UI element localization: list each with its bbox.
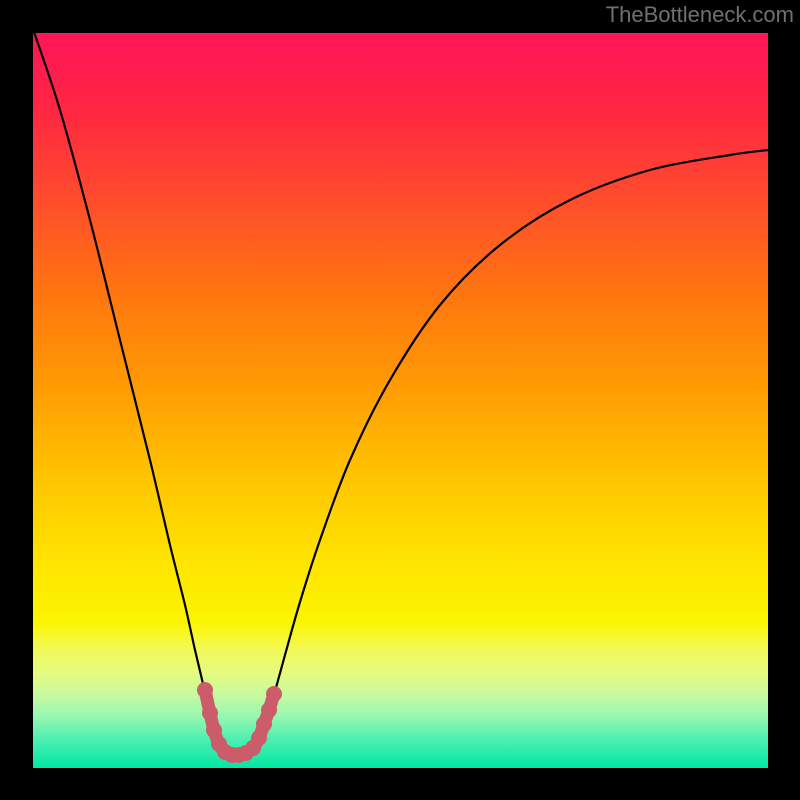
data-point: [202, 705, 218, 721]
plot-background: [33, 33, 768, 768]
watermark-text: TheBottleneck.com: [606, 2, 794, 28]
data-point: [206, 722, 222, 738]
bottleneck-curve-chart: [0, 0, 800, 800]
data-point: [261, 702, 277, 718]
chart-container: TheBottleneck.com: [0, 0, 800, 800]
data-point: [251, 730, 267, 746]
data-point: [256, 716, 272, 732]
data-point: [197, 682, 213, 698]
data-point: [266, 686, 282, 702]
